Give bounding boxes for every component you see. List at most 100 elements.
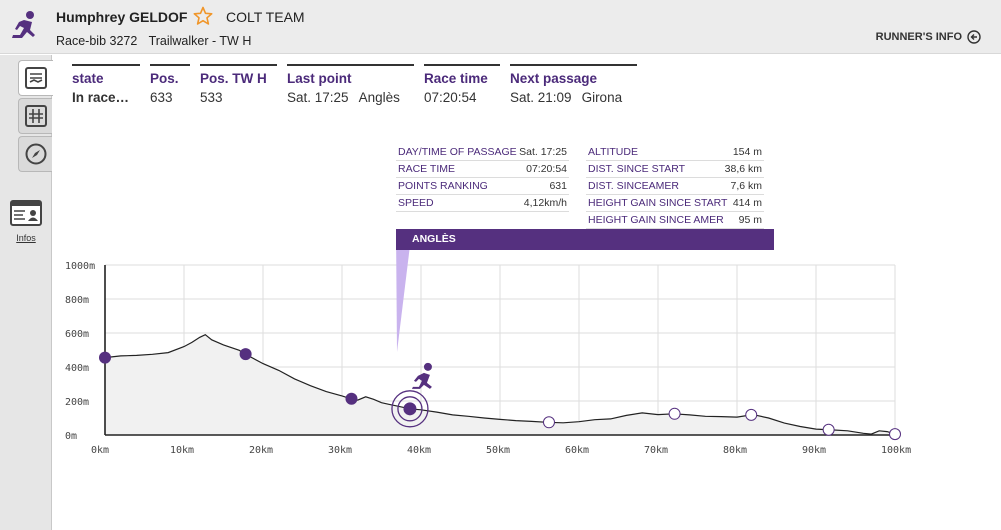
stat-head: Pos. bbox=[150, 71, 179, 86]
y-tick-label: 600m bbox=[65, 329, 89, 340]
stat-state: state In race… bbox=[72, 64, 140, 105]
info-value: 154 m bbox=[732, 146, 762, 158]
grid-tab[interactable] bbox=[18, 98, 52, 134]
x-tick-label: 60km bbox=[565, 445, 589, 456]
stat-value: Sat. 21:09 Girona bbox=[510, 90, 637, 105]
stat-value: 633 bbox=[150, 90, 173, 105]
info-row: SPEED 4,12km/h bbox=[396, 195, 569, 212]
passed-checkpoint-marker bbox=[99, 351, 111, 364]
runner-icon bbox=[411, 372, 432, 389]
info-value: 631 bbox=[549, 180, 567, 192]
next-passage-time: Sat. 21:09 bbox=[510, 90, 572, 105]
id-card-icon bbox=[10, 200, 42, 226]
stat-head: Next passage bbox=[510, 71, 598, 86]
x-tick-label: 70km bbox=[644, 445, 668, 456]
x-tick-label: 90km bbox=[802, 445, 826, 456]
stat-position: Pos. 633 bbox=[150, 64, 190, 105]
info-label: RACE TIME bbox=[398, 163, 455, 175]
current-position-ring-outer bbox=[391, 390, 429, 428]
info-value: 414 m bbox=[732, 197, 762, 209]
infos-button[interactable]: Infos bbox=[10, 200, 42, 243]
x-tick-label: 50km bbox=[486, 445, 510, 456]
info-label: ALTITUDE bbox=[588, 146, 638, 158]
info-label: POINTS RANKING bbox=[398, 180, 488, 192]
y-tick-label: 800m bbox=[65, 295, 89, 306]
info-value: Sat. 17:25 bbox=[519, 146, 567, 158]
passage-info-right: ALTITUDE 154 m DIST. SINCE START 38,6 km D… bbox=[586, 144, 764, 229]
runner-stats: state In race… Pos. 633 Pos. TW H 533 La… bbox=[72, 64, 647, 105]
info-value: 7,6 km bbox=[730, 180, 762, 192]
current-position-marker bbox=[391, 362, 432, 428]
star-icon[interactable] bbox=[193, 6, 213, 26]
future-checkpoint-marker bbox=[822, 423, 835, 436]
info-row: POINTS RANKING 631 bbox=[396, 178, 569, 195]
passed-checkpoint-marker bbox=[239, 348, 252, 361]
stat-race-time: Race time 07:20:54 bbox=[424, 64, 500, 105]
point-name-banner: ANGLÈS bbox=[396, 229, 774, 250]
future-checkpoint-marker bbox=[889, 428, 901, 441]
last-point-time: Sat. 17:25 bbox=[287, 90, 349, 105]
runners-info-button[interactable]: RUNNER'S INFO bbox=[876, 30, 981, 44]
y-tick-label: 200m bbox=[65, 397, 89, 408]
runners-info-label: RUNNER'S INFO bbox=[875, 31, 962, 43]
info-value: 95 m bbox=[738, 214, 762, 226]
x-tick-label: 10km bbox=[170, 445, 194, 456]
info-value: 38,6 km bbox=[724, 163, 762, 175]
chart-axes: 0m 200m 400m 600m 800m 1000m 0km 10km 20km 30km 40… bbox=[65, 261, 911, 456]
profile-line bbox=[104, 333, 896, 435]
stat-head: state bbox=[72, 71, 104, 86]
y-tick-label: 1000m bbox=[65, 261, 95, 272]
compass-icon bbox=[25, 143, 46, 165]
info-row: DIST. SINCEAMER 7,6 km bbox=[586, 178, 764, 195]
stat-category-position: Pos. TW H 533 bbox=[200, 64, 277, 105]
stat-value: Sat. 17:25 Anglès bbox=[287, 90, 414, 105]
y-tick-label: 0m bbox=[65, 431, 77, 442]
x-tick-label: 80km bbox=[723, 445, 747, 456]
info-label: DIST. SINCE START bbox=[588, 163, 686, 175]
info-row: ALTITUDE 154 m bbox=[586, 144, 764, 161]
next-passage-place: Girona bbox=[581, 90, 623, 105]
race-bib: Race-bib 3272 bbox=[56, 34, 138, 48]
state-value: In race… bbox=[72, 90, 130, 105]
info-label: DAY/TIME OF PASSAGE bbox=[398, 146, 517, 158]
runner-name: Humphrey GELDOF bbox=[56, 9, 188, 25]
stat-next-passage: Next passage Sat. 21:09 Girona bbox=[510, 64, 637, 105]
future-checkpoint-marker bbox=[745, 408, 758, 421]
stat-value: 07:20:54 bbox=[424, 90, 477, 105]
grid-icon bbox=[24, 105, 47, 127]
future-checkpoint-marker bbox=[668, 407, 681, 420]
profile-area bbox=[105, 334, 895, 435]
info-row: DAY/TIME OF PASSAGE Sat. 17:25 bbox=[396, 144, 569, 161]
info-label: SPEED bbox=[398, 197, 434, 209]
chart-grid bbox=[104, 264, 896, 436]
info-row: DIST. SINCE START 38,6 km bbox=[586, 161, 764, 178]
future-checkpoint-marker bbox=[542, 416, 555, 429]
current-position-ring-inner bbox=[397, 396, 423, 422]
info-label: DIST. SINCEAMER bbox=[588, 180, 680, 192]
passage-info-left: DAY/TIME OF PASSAGE Sat. 17:25 RACE TIME 0… bbox=[396, 144, 569, 212]
x-tick-label: 40km bbox=[407, 445, 431, 456]
last-point-place: Anglès bbox=[358, 90, 400, 105]
chart-list-icon bbox=[25, 67, 47, 89]
arrow-left-circle-icon bbox=[967, 30, 981, 44]
info-label: HEIGHT GAIN SINCE START bbox=[588, 197, 728, 209]
stat-head: Last point bbox=[287, 71, 352, 86]
current-position-dot bbox=[403, 402, 417, 416]
race-name: Trailwalker - TW H bbox=[148, 34, 252, 48]
stat-value: In race… bbox=[72, 90, 140, 105]
info-row: HEIGHT GAIN SINCE START 414 m bbox=[586, 195, 764, 212]
runner-head-icon bbox=[423, 362, 432, 371]
stat-last-point: Last point Sat. 17:25 Anglès bbox=[287, 64, 414, 105]
stat-value: 533 bbox=[200, 90, 223, 105]
summary-tab[interactable] bbox=[18, 60, 53, 96]
info-value: 4,12km/h bbox=[523, 197, 567, 209]
infos-label: Infos bbox=[16, 233, 36, 243]
stat-head: Pos. TW H bbox=[200, 71, 267, 86]
compass-tab[interactable] bbox=[18, 136, 52, 172]
info-row: RACE TIME 07:20:54 bbox=[396, 161, 569, 178]
runner-logo-icon bbox=[12, 11, 35, 38]
passed-checkpoint-marker bbox=[345, 392, 358, 405]
x-tick-label: 100km bbox=[881, 445, 911, 456]
x-tick-label: 0km bbox=[91, 445, 109, 456]
passage-info-panel: DAY/TIME OF PASSAGE Sat. 17:25 RACE TIME 0… bbox=[396, 144, 774, 229]
